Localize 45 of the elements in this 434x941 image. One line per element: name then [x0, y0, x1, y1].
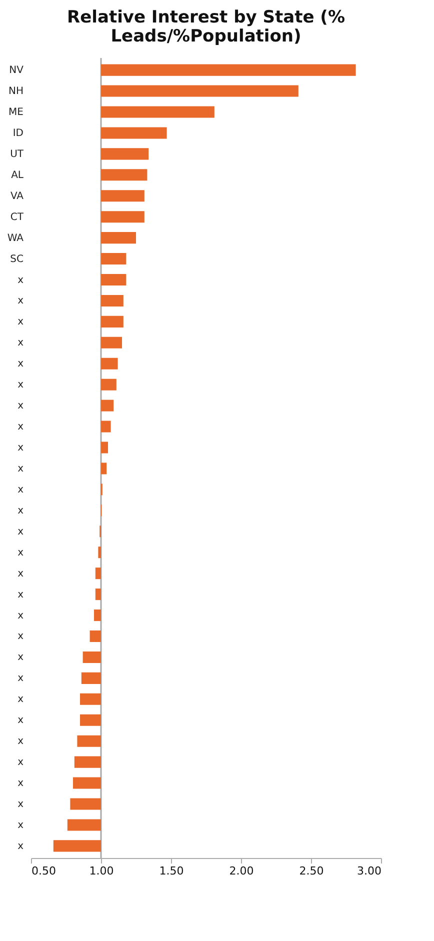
chart-title: Relative Interest by State (% Leads/%Population) [67, 7, 345, 46]
y-tick-label: x [18, 484, 24, 496]
y-tick-label: WA [7, 232, 24, 244]
y-tick-label: UT [10, 148, 24, 160]
x-tick-label: 2.50 [299, 864, 324, 878]
y-tick-label: x [18, 589, 24, 600]
x-tick-label: 3.00 [357, 864, 382, 878]
y-tick-label: NH [8, 86, 24, 98]
y-tick-label: CT [10, 212, 24, 223]
y-tick-label: x [18, 778, 24, 790]
y-tick-label: x [18, 338, 24, 349]
y-tick-label: x [18, 715, 24, 726]
y-tick-label: AL [11, 170, 24, 181]
y-tick-label: SC [10, 254, 24, 265]
y-tick-label: x [18, 799, 24, 810]
y-tick-label: x [18, 547, 24, 558]
y-tick-label: x [18, 505, 24, 516]
y-tick-label: ID [12, 128, 24, 139]
y-tick-label: x [18, 840, 24, 852]
y-tick-label: x [18, 380, 24, 391]
y-tick-label: x [18, 442, 24, 454]
y-tick-label: x [18, 694, 24, 706]
y-tick-label: x [18, 316, 24, 328]
y-tick-label: x [18, 652, 24, 664]
y-tick-label: ME [8, 106, 24, 118]
y-tick-label: x [18, 274, 24, 286]
y-tick-label: x [18, 526, 24, 538]
y-tick-label: x [18, 610, 24, 622]
x-tick-label: 1.50 [159, 864, 184, 878]
y-tick-label: x [18, 463, 24, 474]
y-tick-label: x [18, 757, 24, 768]
y-tick-label: x [18, 400, 24, 412]
x-tick-label: 2.00 [229, 864, 254, 878]
y-tick-label: x [18, 673, 24, 684]
y-tick-label: x [18, 736, 24, 748]
y-tick-label: x [18, 358, 24, 370]
y-tick-label: x [18, 568, 24, 580]
y-tick-label: NV [9, 65, 24, 76]
x-tick-label: 1.00 [89, 864, 114, 878]
y-tick-label: x [18, 820, 24, 831]
y-tick-label: x [18, 296, 24, 307]
y-tick-label: x [18, 422, 24, 433]
x-tick-label: 0.50 [32, 864, 56, 878]
y-tick-label: x [18, 631, 24, 642]
y-tick-label: VA [10, 190, 24, 202]
